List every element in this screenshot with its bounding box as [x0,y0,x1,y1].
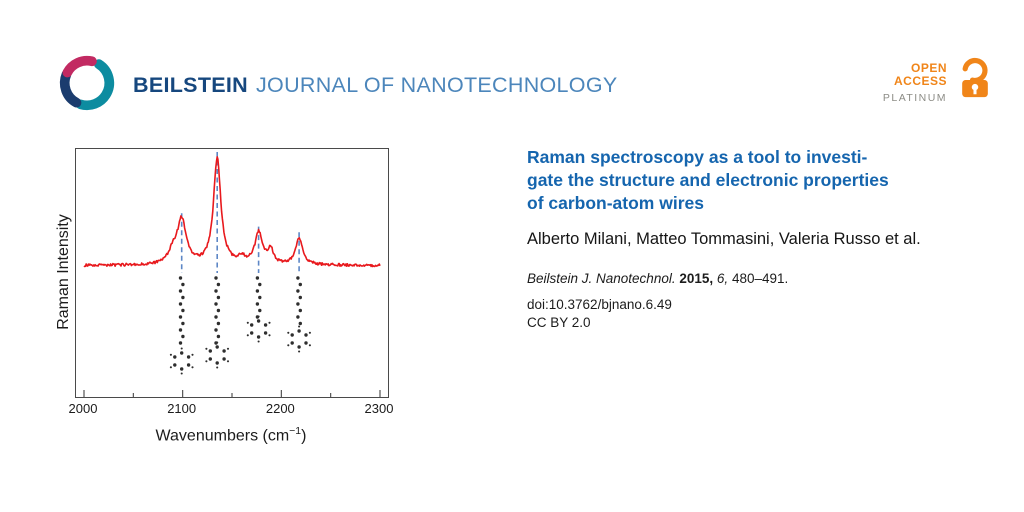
x-axis-label-close: ) [301,427,307,445]
article-authors: Alberto Milani, Matteo Tommasini, Valeri… [527,230,921,248]
raman-spectrum-figure: 2000 2100 2200 2300 Wavenumbers (cm−1) [69,148,394,445]
beilstein-logo-icon [56,52,118,119]
x-axis-ticks: 2000 2100 2200 2300 [69,401,394,417]
open-access-badge: OPEN ACCESS PLATINUM [862,56,994,109]
x-tick-label: 2300 [364,401,394,416]
article-title-line[interactable]: Raman spectroscopy as a tool to investi- [527,147,868,167]
journal-title-beilstein: BEILSTEIN [133,73,248,97]
article-info: Raman spectroscopy as a tool to investi-… [527,146,979,330]
chart-plot-area [75,148,389,398]
open-access-line2: ACCESS [893,73,947,88]
open-access-platinum: PLATINUM [882,91,947,104]
x-axis-label-text: Wavenumbers (cm [155,427,290,445]
article-title-line[interactable]: of carbon-atom wires [527,193,704,213]
x-tick-label: 2000 [68,401,98,416]
spectrum-canvas [83,152,381,397]
article-title-link[interactable]: Raman spectroscopy as a tool to investi-… [527,146,979,215]
article-citation: Beilstein J. Nanotechnol. 2015, 6, 480–4… [527,271,979,286]
x-tick-label: 2200 [265,401,295,416]
open-access-text: OPEN ACCESS PLATINUM [862,60,947,104]
journal-title: BEILSTEIN JOURNAL OF NANOTECHNOLOGY [133,73,618,98]
citation-volume: 6, [716,271,729,286]
citation-year: 2015, [679,271,714,286]
x-axis-label: Wavenumbers (cm−1) [75,425,387,445]
journal-title-rest: JOURNAL OF NANOTECHNOLOGY [256,73,618,97]
article-title-line[interactable]: gate the structure and electronic proper… [527,170,889,190]
x-axis-label-exponent: −1 [289,425,302,437]
article-doi: doi:10.3762/bjnano.6.49 [527,297,672,312]
article-license: CC BY 2.0 [527,315,591,330]
y-axis-label: Raman Intensity [55,214,72,330]
open-access-line1: OPEN [910,60,947,75]
citation-pages: 480–491. [731,271,789,286]
citation-journal: Beilstein J. Nanotechnol. [527,271,676,286]
journal-brand: BEILSTEIN JOURNAL OF NANOTECHNOLOGY [56,52,618,119]
x-tick-label: 2100 [167,401,197,416]
open-lock-icon [956,56,994,109]
